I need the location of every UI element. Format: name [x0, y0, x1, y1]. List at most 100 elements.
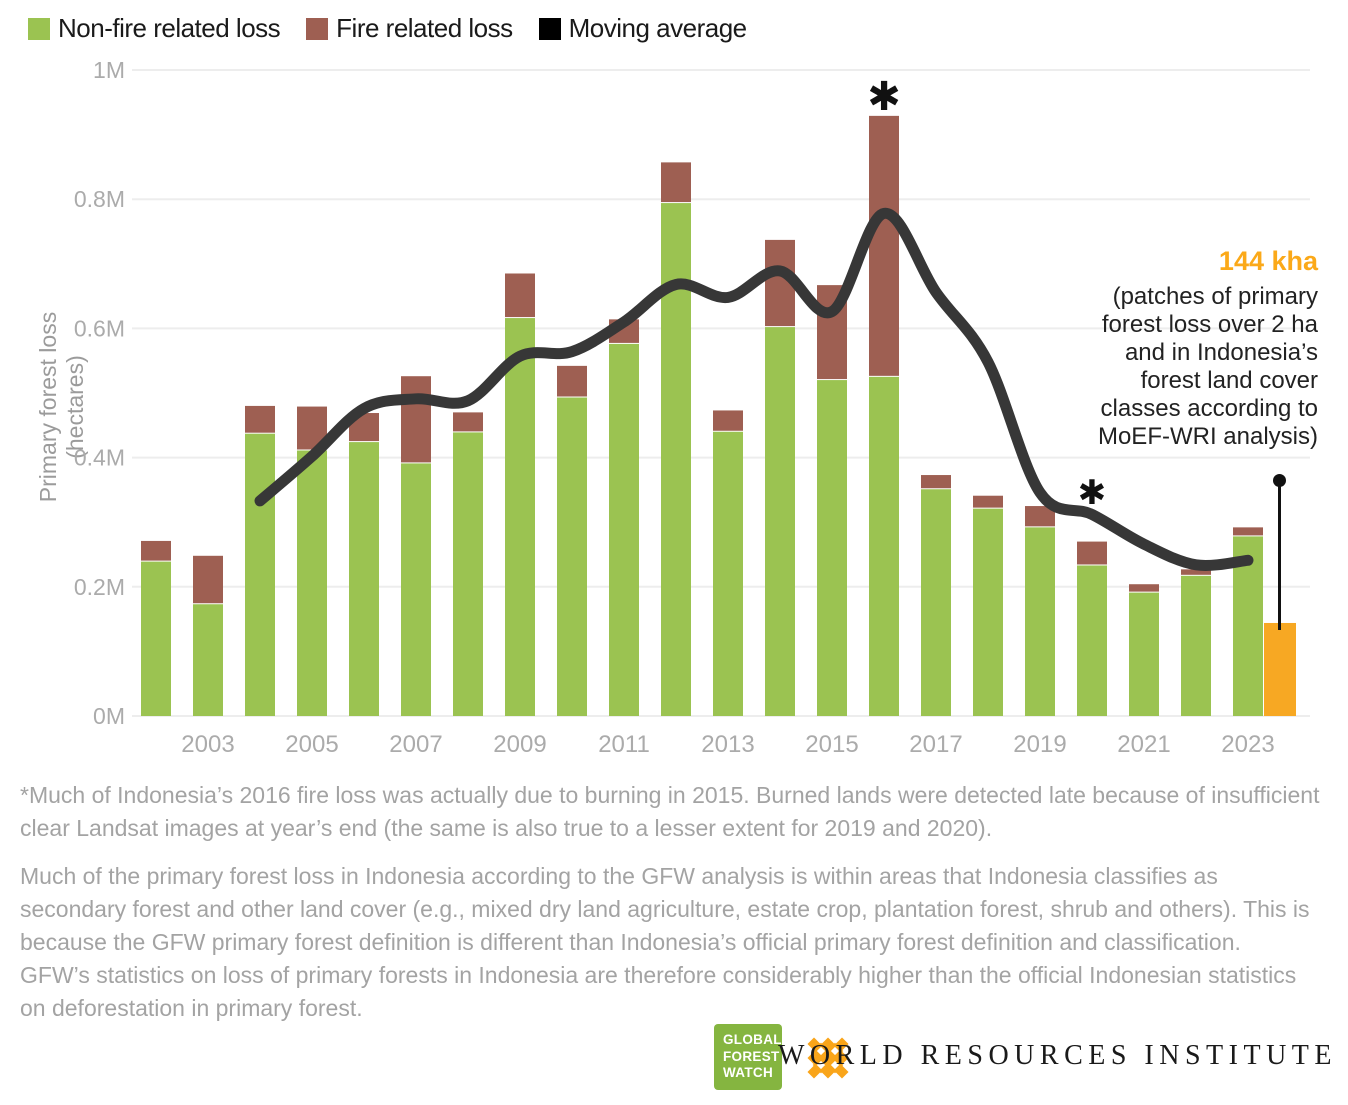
legend-label: Fire related loss — [336, 13, 513, 43]
x-tick-label: 2021 — [1117, 731, 1170, 758]
gfw-logo: GLOBAL FOREST WATCH — [714, 1024, 782, 1090]
bar-fire-2023[interactable] — [1233, 527, 1263, 536]
wri-diamond — [812, 1056, 830, 1074]
annotation-line: forest land cover — [1140, 367, 1318, 394]
bar-fire-2009[interactable] — [505, 273, 535, 318]
bar-nonfire-2019[interactable] — [1025, 527, 1055, 716]
wri-diamond — [821, 1037, 835, 1051]
legend-label: Moving average — [568, 13, 748, 43]
non-fire-swatch-icon — [28, 17, 50, 40]
x-tick-label: 2009 — [493, 731, 546, 758]
bar-nonfire-2013[interactable] — [713, 431, 743, 716]
x-tick-label: 2023 — [1221, 731, 1274, 758]
y-tick-label: 0.6M — [74, 315, 125, 341]
bar-fire-2022[interactable] — [1181, 569, 1211, 575]
bar-nonfire-2015[interactable] — [817, 380, 847, 716]
bar-fire-2008[interactable] — [453, 412, 483, 432]
bar-nonfire-2003[interactable] — [193, 604, 223, 716]
y-tick-label: 0M — [93, 703, 125, 729]
legend-item-non-fire: Non-fire related loss — [28, 13, 281, 44]
y-tick-label: 0.2M — [74, 574, 125, 600]
bar-nonfire-2002[interactable] — [141, 561, 171, 716]
bar-fire-2021[interactable] — [1129, 584, 1159, 592]
bar-fire-2019[interactable] — [1025, 506, 1055, 527]
y-tick-label: 1M — [93, 57, 125, 83]
bar-fire-2003[interactable] — [193, 555, 223, 604]
forest-loss-chart: 0M 0.2M 0.4M 0.6M 0.8M 1M 2003 2005 2007 2009 2011… — [74, 57, 1310, 758]
x-tick-label: 2013 — [701, 731, 754, 758]
x-tick-label: 2017 — [909, 731, 962, 758]
footnotes: *Much of Indonesia’s 2016 fire loss was … — [20, 779, 1340, 1025]
gfw-logo-text: FOREST — [723, 1048, 780, 1064]
annotation-line: and in Indonesia’s — [1124, 339, 1318, 366]
gfw-logo-text: WATCH — [723, 1065, 773, 1081]
fire-swatch-icon — [306, 17, 329, 40]
footnote-2-line: Much of the primary forest loss in Indon… — [20, 863, 1218, 889]
bar-nonfire-2007[interactable] — [401, 463, 431, 716]
footnote-2-line: on deforestation in primary forest. — [20, 995, 363, 1021]
wri-weave-icon — [807, 1037, 849, 1079]
bar-nonfire-2021[interactable] — [1129, 592, 1159, 716]
bar-fire-2013[interactable] — [713, 410, 743, 431]
bar-nonfire-2017[interactable] — [921, 489, 951, 716]
bar-nonfire-2009[interactable] — [505, 318, 535, 716]
footnote-1-line: *Much of Indonesia’s 2016 fire loss was … — [20, 782, 1320, 808]
bar-fire-2016[interactable] — [869, 115, 899, 376]
bar-nonfire-2011[interactable] — [609, 343, 639, 716]
y-tick-label: 0.8M — [74, 186, 125, 212]
footnote-2-line: GFW’s statistics on loss of primary fore… — [20, 962, 1297, 988]
wri-diamond — [807, 1051, 821, 1065]
wri-diamond — [835, 1065, 849, 1079]
wri-diamond — [821, 1065, 835, 1079]
legend: Non-fire related loss Fire related loss … — [28, 13, 747, 44]
wri-diamond — [835, 1037, 849, 1051]
bar-fire-2007[interactable] — [401, 376, 431, 463]
x-tick-label: 2003 — [181, 731, 234, 758]
wri-diamond — [826, 1056, 844, 1074]
wri-diamond — [807, 1037, 821, 1051]
bar-fire-2004[interactable] — [245, 405, 275, 433]
bar-nonfire-2014[interactable] — [765, 327, 795, 716]
bar-nonfire-2008[interactable] — [453, 432, 483, 716]
x-tick-label: 2019 — [1013, 731, 1066, 758]
wri-diamond — [835, 1051, 849, 1065]
bar-nonfire-2004[interactable] — [245, 433, 275, 716]
x-tick-label: 2007 — [389, 731, 442, 758]
bar-fire-2012[interactable] — [661, 162, 691, 203]
annotation-value: 144 kha — [1218, 246, 1318, 276]
annotation-144kha: 144 kha (patches of primary forest loss … — [1018, 246, 1318, 451]
x-tick-label: 2005 — [285, 731, 338, 758]
footnote-2-line: secondary forest and other land cover (e… — [20, 896, 1310, 922]
annotation-pointer-line — [1278, 480, 1281, 630]
legend-label: Non-fire related loss — [58, 13, 281, 43]
bar-moef-2023[interactable] — [1264, 622, 1296, 716]
bar-fire-2018[interactable] — [973, 495, 1003, 508]
gfw-logo-text: GLOBAL — [723, 1032, 782, 1048]
moving-average-line — [254, 207, 1254, 571]
moving-average-swatch-icon — [538, 17, 561, 40]
y-tick-label: 0.4M — [74, 445, 125, 471]
bar-fire-2017[interactable] — [921, 475, 951, 489]
annotation-line: classes according to — [1100, 395, 1318, 422]
annotation-line: forest loss over 2 ha — [1101, 311, 1318, 338]
footnote-2-line: because the GFW primary forest definitio… — [20, 929, 1241, 955]
bar-nonfire-2022[interactable] — [1181, 575, 1211, 716]
bar-nonfire-2005[interactable] — [297, 450, 327, 716]
bar-nonfire-2018[interactable] — [973, 508, 1003, 716]
wri-diamond — [807, 1065, 821, 1079]
bar-nonfire-2020[interactable] — [1077, 565, 1107, 716]
asterisk-2020: ✱ — [1077, 474, 1107, 512]
bar-fire-2010[interactable] — [557, 365, 587, 397]
bar-nonfire-2006[interactable] — [349, 442, 379, 716]
x-tick-label: 2015 — [805, 731, 858, 758]
legend-item-fire: Fire related loss — [306, 13, 513, 44]
annotation-line: MoEF-WRI analysis) — [1097, 423, 1318, 450]
footnote-1-line: clear Landsat images at year’s end (the … — [20, 815, 993, 841]
bar-nonfire-2010[interactable] — [557, 397, 587, 716]
bar-fire-2020[interactable] — [1077, 541, 1107, 565]
x-tick-label: 2011 — [598, 731, 650, 758]
bar-fire-2002[interactable] — [141, 540, 171, 561]
annotation-line: (patches of primary — [1112, 283, 1318, 310]
bar-nonfire-2016[interactable] — [869, 376, 899, 716]
